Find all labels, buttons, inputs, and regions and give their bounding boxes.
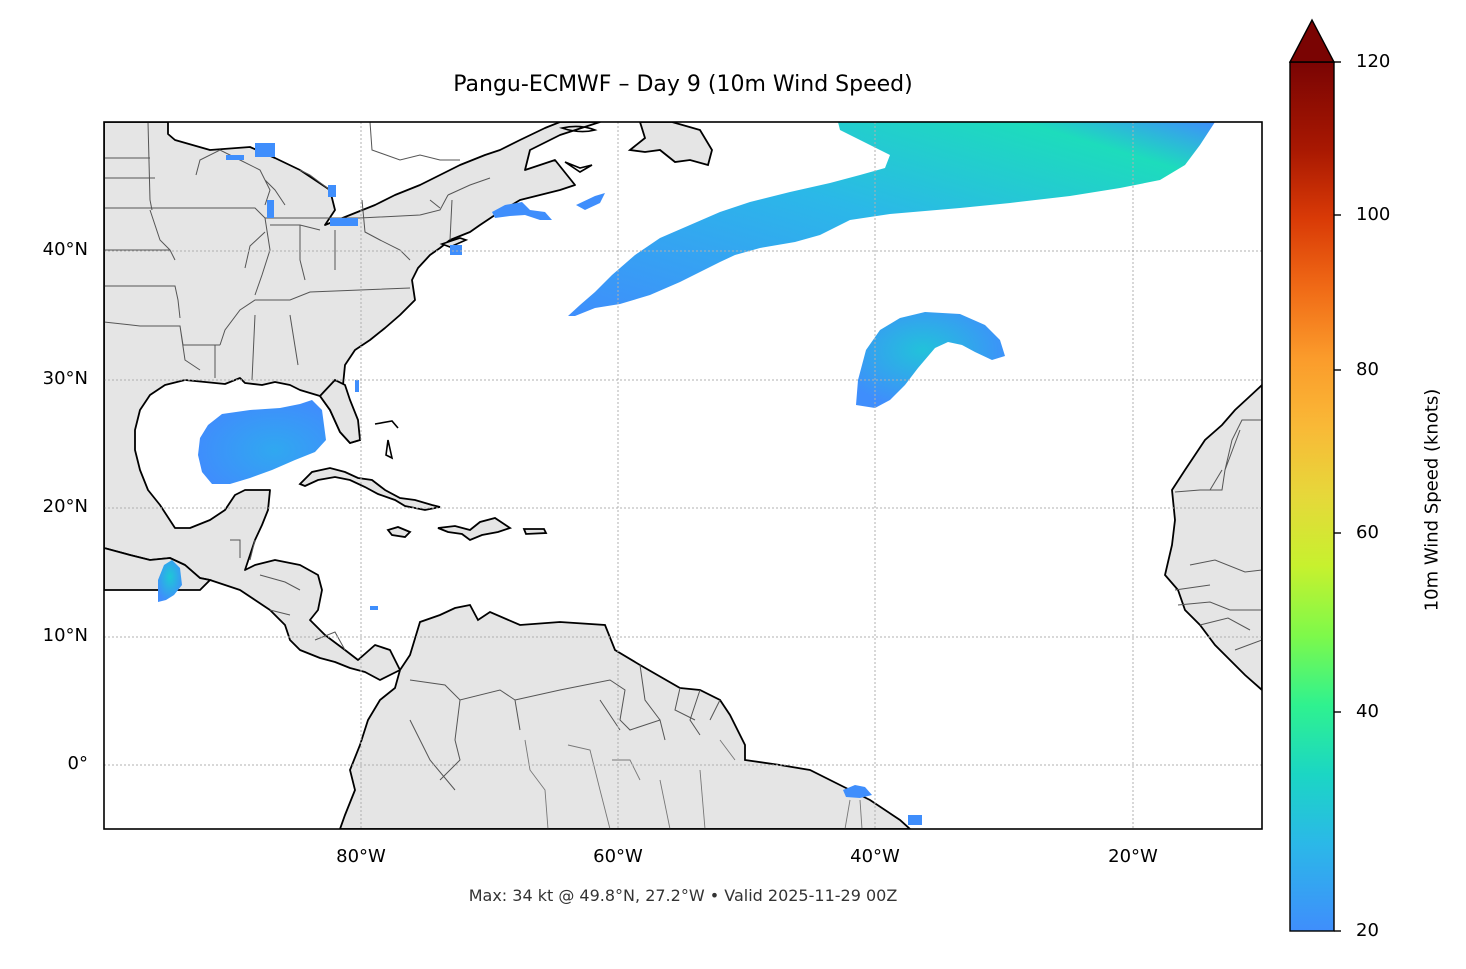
north-america-land <box>104 122 601 681</box>
y-tick-0: 0° <box>67 753 88 774</box>
max-wind-valid-time-caption: Max: 34 kt @ 49.8°N, 27.2°W • Valid 2025… <box>468 886 898 905</box>
y-tick-30n: 30°N <box>42 368 88 389</box>
nova-scotia-winds <box>576 193 605 210</box>
y-tick-10n: 10°N <box>42 625 88 646</box>
atlantic-hook <box>856 312 1005 408</box>
tehuantepec-winds <box>158 560 182 602</box>
africa-land <box>1164 383 1262 692</box>
caribbean-spot <box>370 606 378 610</box>
x-tick-60w: 60°W <box>593 846 643 867</box>
mexico-land <box>104 547 212 591</box>
colorbar <box>1288 18 1341 932</box>
lake-huron-winds <box>328 185 336 197</box>
lake-superior-winds <box>255 143 275 157</box>
jamaica <box>386 526 412 538</box>
south-america-land <box>339 603 912 829</box>
lake-erie-winds <box>330 218 358 226</box>
colorbar-label: 10m Wind Speed (knots) <box>1421 388 1443 612</box>
florida <box>318 378 361 445</box>
brazil-coast-winds <box>843 785 872 798</box>
new-england-winds <box>492 202 552 220</box>
hispaniola <box>437 517 513 542</box>
brazil-coast-winds-2 <box>908 815 922 825</box>
gridlines <box>104 122 1262 829</box>
long-island-winds <box>450 245 462 255</box>
political-borders <box>104 122 1262 791</box>
wind-speed-field <box>158 122 1215 825</box>
bahamas <box>374 420 399 460</box>
lake-michigan-winds <box>267 200 274 218</box>
x-tick-20w: 20°W <box>1108 846 1158 867</box>
pei <box>564 161 593 173</box>
minor-borders <box>524 739 863 829</box>
long-island <box>439 237 469 248</box>
map-frame <box>103 121 1263 830</box>
x-tick-80w: 80°W <box>336 846 386 867</box>
colorbar-tick-60: 60 <box>1356 522 1379 543</box>
colorbar-tick-120: 120 <box>1356 51 1391 72</box>
colorbar-tick-100: 100 <box>1356 204 1391 225</box>
cuba <box>298 467 441 511</box>
lake-winds-small <box>226 155 244 160</box>
chart-title: Pangu-ECMWF – Day 9 (10m Wind Speed) <box>453 72 913 97</box>
x-tick-40w: 40°W <box>850 846 900 867</box>
colorbar-extend-arrow <box>1288 18 1336 63</box>
colorbar-tick-40: 40 <box>1356 701 1379 722</box>
florida-coast-winds <box>355 380 359 392</box>
colorbar-tick-20: 20 <box>1356 920 1379 941</box>
colorbar-tick-80: 80 <box>1356 359 1379 380</box>
y-tick-40n: 40°N <box>42 239 88 260</box>
anticosti <box>559 125 598 133</box>
jet-band <box>568 122 1215 316</box>
newfoundland <box>627 122 713 167</box>
gulf-of-mexico-winds <box>198 400 326 484</box>
puerto-rico <box>522 528 548 535</box>
y-tick-20n: 20°N <box>42 496 88 517</box>
